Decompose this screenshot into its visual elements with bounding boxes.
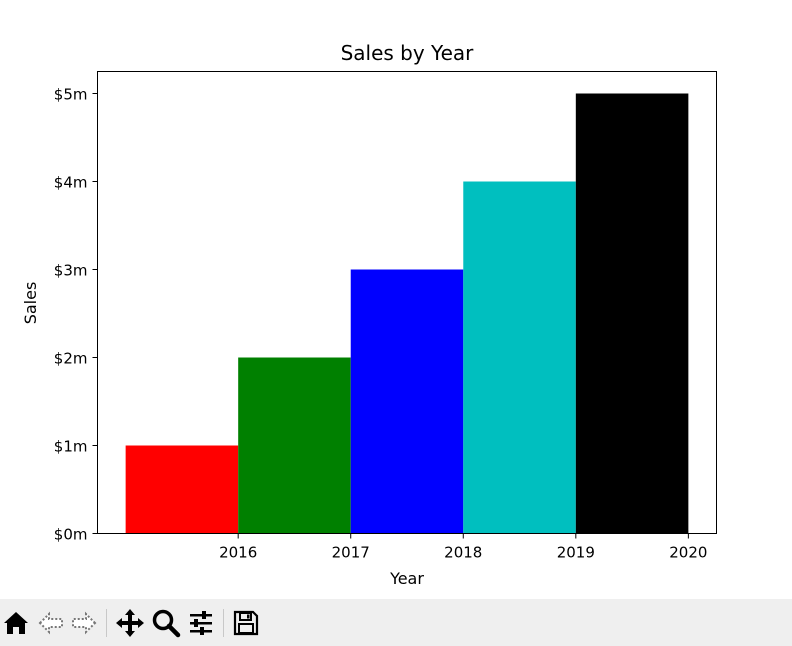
magnifier-icon (152, 609, 181, 638)
x-tick-label: 2017 (332, 544, 370, 562)
toolbar-separator (223, 609, 224, 637)
zoom-button[interactable] (150, 607, 182, 639)
figure-canvas: Sales by Year 2016 2017 2018 2019 2020 $0m $1… (21, 41, 717, 588)
plot-frame (97, 71, 717, 534)
back-arrow-icon (38, 611, 63, 635)
back-button[interactable] (35, 607, 67, 639)
configure-subplots-button[interactable] (185, 607, 217, 639)
y-tick-label: $0m (54, 526, 88, 544)
sliders-icon (190, 611, 212, 635)
bar-chart: Sales by Year 2016 2017 2018 2019 2020 $0m $1… (21, 41, 717, 588)
pan-button[interactable] (114, 607, 146, 639)
y-tick-label: $4m (54, 174, 88, 192)
floppy-disk-icon (233, 610, 259, 636)
x-tick-label: 2019 (557, 544, 595, 562)
x-tick-label: 2018 (444, 544, 482, 562)
x-tick-label: 2020 (669, 544, 707, 562)
save-button[interactable] (230, 607, 262, 639)
bar-2020 (575, 93, 689, 534)
x-axis-label: Year (389, 569, 424, 588)
y-tick-label: $2m (54, 350, 88, 368)
bar-2017 (238, 357, 351, 534)
home-icon (4, 612, 28, 634)
home-button[interactable] (0, 607, 32, 639)
forward-button[interactable] (68, 607, 100, 639)
move-icon (116, 609, 144, 637)
y-axis-label: Sales (21, 282, 40, 325)
y-tick-label: $5m (54, 86, 88, 104)
bar-2018 (350, 269, 464, 534)
x-tick-label: 2016 (219, 544, 257, 562)
bar-2019 (463, 181, 576, 534)
chart-title: Sales by Year (341, 41, 475, 65)
navigation-toolbar (0, 599, 792, 646)
toolbar-separator (106, 609, 107, 637)
bar-2016 (125, 445, 239, 534)
y-tick-label: $1m (54, 438, 88, 456)
y-tick-label: $3m (54, 262, 88, 280)
forward-arrow-icon (72, 611, 97, 635)
